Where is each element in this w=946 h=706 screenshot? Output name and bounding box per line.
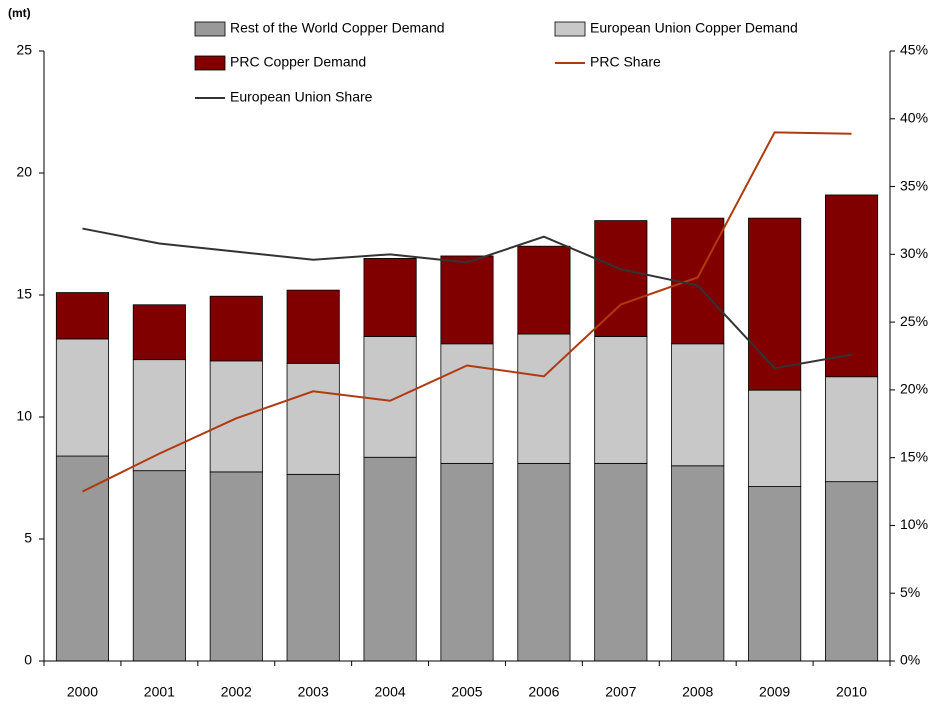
y-tick-label: 0 — [24, 652, 32, 668]
legend-label: PRC Share — [590, 54, 661, 70]
bar-segment — [824, 376, 879, 483]
legend-label: PRC Copper Demand — [230, 54, 366, 70]
bar-segment — [594, 336, 648, 464]
bar-segment — [286, 362, 340, 475]
x-tick-label: 2005 — [451, 684, 482, 700]
bar-segment — [594, 462, 648, 662]
bar-segment — [824, 194, 879, 378]
bar-segment — [363, 257, 417, 337]
bar-segment — [55, 292, 110, 340]
bar-segment — [132, 470, 186, 662]
legend-swatch — [194, 55, 226, 71]
x-tick-label: 2004 — [375, 684, 406, 700]
bar-segment — [132, 304, 186, 361]
bar-segment — [55, 338, 110, 457]
y-tick-label: 15 — [16, 286, 32, 302]
bar-segment — [440, 255, 494, 345]
bar-segment — [824, 481, 879, 662]
x-tick-label: 2009 — [759, 684, 790, 700]
y-tick-label: 25 — [16, 42, 32, 58]
legend-swatch — [554, 21, 586, 37]
bar-segment — [132, 359, 186, 472]
bar-segment — [748, 389, 802, 487]
x-tick-label: 2000 — [67, 684, 98, 700]
bar-segment — [671, 343, 725, 467]
y2-tick-label: 45% — [900, 42, 928, 58]
bar-segment — [286, 473, 340, 662]
x-tick-label: 2006 — [528, 684, 559, 700]
x-tick-label: 2010 — [836, 684, 867, 700]
bar-segment — [748, 217, 802, 391]
bar-segment — [209, 360, 263, 473]
y2-tick-label: 0% — [900, 652, 920, 668]
line-series — [82, 227, 852, 370]
y2-tick-label: 5% — [900, 584, 920, 600]
y-tick-label: 5 — [24, 530, 32, 546]
legend-swatch — [194, 21, 226, 37]
bar-segment — [55, 455, 110, 662]
bar-segment — [363, 336, 417, 458]
bar-segment — [748, 486, 802, 662]
y-tick-label: 20 — [16, 164, 32, 180]
y2-tick-label: 25% — [900, 313, 928, 329]
y2-tick-label: 20% — [900, 381, 928, 397]
y2-tick-label: 35% — [900, 177, 928, 193]
bar-segment — [286, 289, 340, 364]
y2-tick-label: 15% — [900, 448, 928, 464]
x-tick-label: 2003 — [298, 684, 329, 700]
legend-label: European Union Share — [230, 89, 373, 105]
y2-tick-label: 40% — [900, 109, 928, 125]
bar-segment — [594, 220, 648, 337]
x-tick-label: 2007 — [605, 684, 636, 700]
x-tick-label: 2001 — [144, 684, 175, 700]
x-tick-label: 2008 — [682, 684, 713, 700]
x-tick-label: 2002 — [221, 684, 252, 700]
y-tick-label: 10 — [16, 408, 32, 424]
bar-segment — [363, 456, 417, 662]
line-series — [82, 131, 852, 493]
bar-segment — [209, 471, 263, 662]
legend-label: European Union Copper Demand — [590, 20, 798, 36]
y2-tick-label: 30% — [900, 245, 928, 261]
legend-label: Rest of the World Copper Demand — [230, 20, 445, 36]
bar-segment — [209, 295, 263, 362]
bar-segment — [517, 333, 571, 464]
y2-tick-label: 10% — [900, 516, 928, 532]
bar-segment — [517, 245, 571, 335]
bar-segment — [671, 465, 725, 662]
bar-segment — [440, 462, 494, 662]
bar-segment — [517, 462, 571, 662]
y-axis-unit: (mt) — [8, 6, 31, 20]
bar-segment — [440, 343, 494, 464]
